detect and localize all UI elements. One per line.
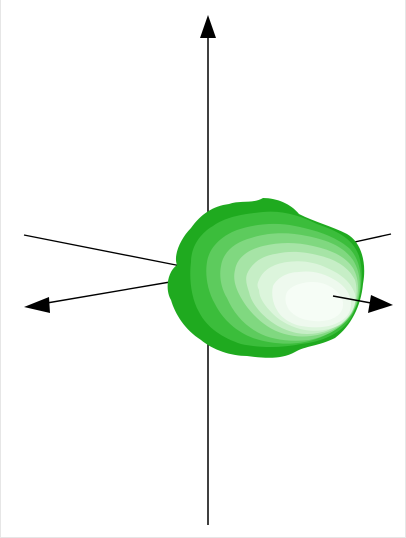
vertical-axis-arrowhead — [200, 15, 216, 38]
horizontal-axis-right — [332, 295, 372, 304]
oblique-axis-back — [23, 234, 182, 267]
3d-shape — [167, 198, 365, 358]
horizontal-axis-right-arrowhead — [368, 295, 393, 313]
horizontal-axis-left-arrowhead — [24, 297, 50, 313]
horizontal-axis-left — [40, 280, 177, 305]
axes-front — [332, 295, 393, 313]
shape-layer-9 — [285, 282, 344, 322]
